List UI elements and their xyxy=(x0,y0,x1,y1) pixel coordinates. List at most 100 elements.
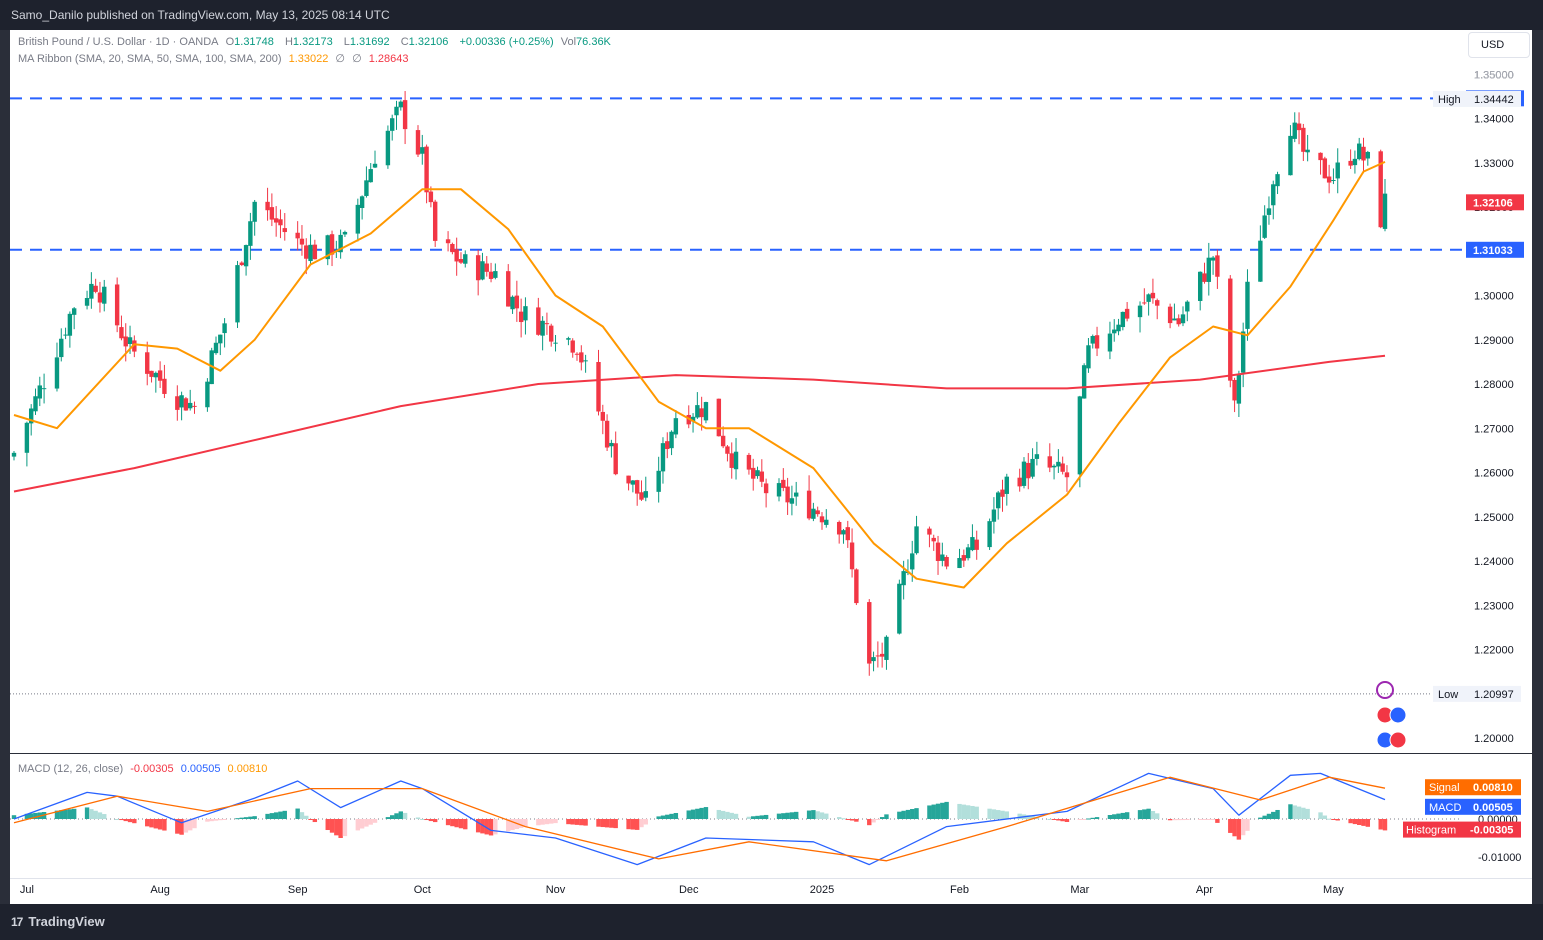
candle-body xyxy=(385,130,391,166)
candle-body xyxy=(699,408,704,418)
candle-body xyxy=(746,454,752,470)
macd-histogram-bar xyxy=(145,819,150,827)
candle-body xyxy=(1288,135,1293,176)
candle-body xyxy=(1335,162,1340,179)
sma200-line xyxy=(13,354,1386,493)
candle-body xyxy=(927,528,932,535)
candle-body xyxy=(119,327,124,339)
candle-body xyxy=(54,357,60,389)
macd-histogram-group xyxy=(11,801,1388,840)
candle-body xyxy=(1382,193,1388,229)
macd-histogram-bar xyxy=(845,819,850,820)
macd-histogram-bar xyxy=(1335,819,1340,821)
candle-body xyxy=(1262,215,1267,238)
macd-histogram-bar xyxy=(84,807,90,819)
macd-histogram-bar xyxy=(222,819,227,820)
price-tick-label: 1.29000 xyxy=(1474,335,1514,347)
candle-body xyxy=(428,191,434,203)
macd-histogram-bar xyxy=(364,819,369,827)
candle-body xyxy=(553,342,558,344)
macd-histogram-bar xyxy=(600,819,605,828)
macd-histogram-bar xyxy=(1378,819,1383,830)
candle-body xyxy=(604,420,610,448)
macd-histogram-bar xyxy=(811,810,816,819)
candle-body xyxy=(970,537,975,551)
macd-histogram-bar xyxy=(1240,819,1246,836)
candle-body xyxy=(1292,122,1297,139)
candle-body xyxy=(394,106,399,116)
macd-histogram-bar xyxy=(127,819,133,823)
candle-body xyxy=(1206,257,1211,282)
macd-histogram-bar xyxy=(815,811,820,819)
macd-histogram-bar xyxy=(669,813,674,819)
macd-histogram-bar xyxy=(1357,819,1362,825)
candles-group xyxy=(11,91,1388,676)
time-tick-label: May xyxy=(1323,884,1344,896)
candle-body xyxy=(218,334,223,344)
macd-histogram-bar xyxy=(243,817,249,819)
candle-body xyxy=(153,372,159,378)
candle-body xyxy=(1155,300,1160,306)
sma20-value: 1.33022 xyxy=(288,53,329,65)
macd-histogram-bar xyxy=(415,817,421,819)
candle-body xyxy=(1090,336,1095,344)
tradingview-wordmark: TradingView xyxy=(28,914,105,929)
candle-body xyxy=(1077,396,1083,475)
macd-histogram-bar xyxy=(179,819,184,835)
candle-body xyxy=(570,340,575,353)
high-tag-value: 1.34442 xyxy=(1474,94,1514,106)
macd-histogram-bar xyxy=(626,819,631,830)
candle-body xyxy=(1116,324,1121,332)
time-tick-label: Sep xyxy=(288,884,308,896)
time-tick-label: Aug xyxy=(150,884,170,896)
candle-body xyxy=(295,232,300,239)
macd-histogram-bar xyxy=(1382,819,1388,831)
macd-histogram-bar xyxy=(665,814,670,819)
candle-body xyxy=(669,431,674,449)
candle-body xyxy=(222,323,227,334)
candle-body xyxy=(445,239,451,244)
candle-body xyxy=(1210,257,1216,261)
tradingview-brand[interactable]: 17 TradingView xyxy=(11,914,105,929)
candle-body xyxy=(454,249,459,262)
candle-body xyxy=(755,470,760,477)
candle-body xyxy=(1034,454,1040,459)
macd-histogram-bar xyxy=(1077,819,1083,820)
candle-body xyxy=(398,101,404,108)
macd-histogram-bar xyxy=(974,806,979,819)
macd-histogram-bar xyxy=(71,808,77,819)
candle-body xyxy=(1352,158,1358,166)
candle-body xyxy=(729,453,734,468)
macd-histogram-bar xyxy=(1026,815,1031,819)
macd-histogram-bar xyxy=(445,819,451,826)
uk-flag-icon xyxy=(1389,706,1407,724)
symbol-title: British Pound / U.S. Dollar · 1D · OANDA xyxy=(18,36,219,48)
candle-body xyxy=(269,207,275,220)
macd-histogram-bar xyxy=(235,818,240,820)
currency-button[interactable]: USD xyxy=(1468,32,1530,58)
candle-body xyxy=(613,443,618,475)
candle-body xyxy=(703,402,709,421)
macd-histogram-bar xyxy=(703,807,709,819)
sma50-value: ∅ xyxy=(335,53,345,65)
macd-histogram-bar xyxy=(93,810,98,819)
macd-histogram-bar xyxy=(1112,814,1117,819)
low-tag-label: Low xyxy=(1438,689,1458,701)
macd-histogram-bar xyxy=(1301,807,1306,819)
macd-tag-label: MACD xyxy=(1429,802,1461,814)
macd-histogram-bar xyxy=(931,804,936,819)
candle-body xyxy=(716,398,722,437)
macd-histogram-bar xyxy=(493,819,498,835)
macd-signal-line xyxy=(13,776,1386,862)
macd-histogram-bar xyxy=(295,808,300,819)
candle-body xyxy=(626,475,631,484)
candle-body xyxy=(71,308,77,315)
candle-body xyxy=(179,395,184,408)
macd-histogram-bar xyxy=(991,809,997,819)
candle-body xyxy=(995,492,1001,509)
candle-body xyxy=(991,509,997,522)
candle-body xyxy=(308,244,313,262)
macd-tick-label: -0.01000 xyxy=(1478,852,1521,864)
candle-body xyxy=(415,130,421,155)
